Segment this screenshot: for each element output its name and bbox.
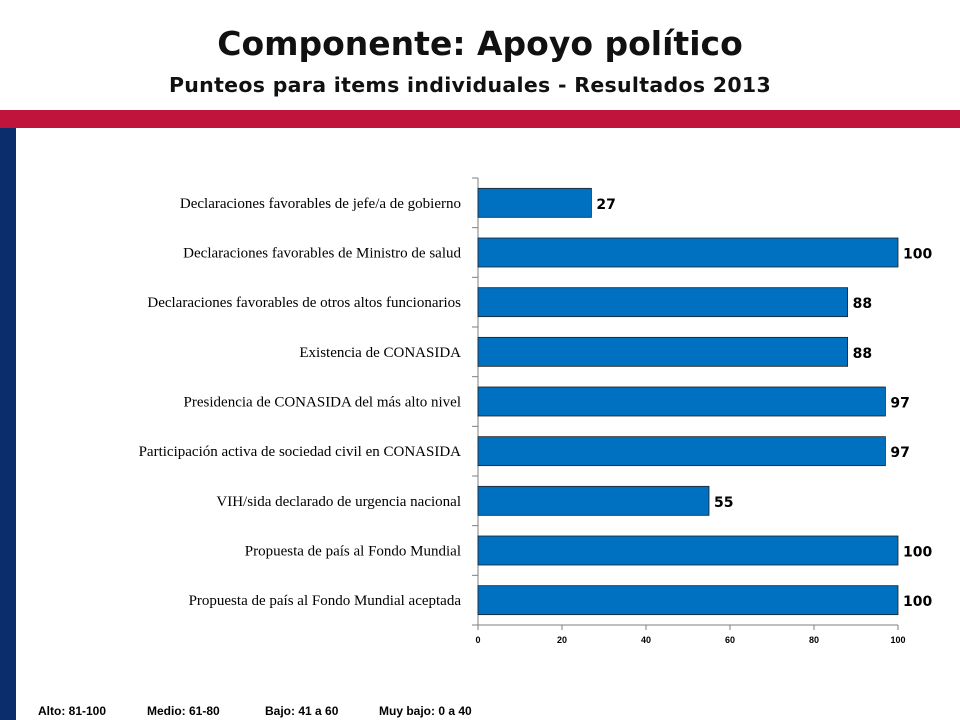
bar	[477, 287, 849, 318]
scale-high: Alto: 81-100	[38, 704, 107, 718]
accent-bar-navy	[0, 128, 16, 720]
data-label: 88	[853, 296, 872, 312]
data-label: 97	[890, 396, 909, 412]
x-tick-label: 60	[725, 635, 735, 645]
category-label: Declaraciones favorables de otros altos …	[147, 295, 461, 311]
bar	[477, 485, 710, 516]
scale-low: Bajo: 41 a 60	[265, 704, 339, 718]
category-label: Declaraciones favorables de jefe/a de go…	[180, 196, 461, 212]
data-label: 100	[903, 594, 932, 610]
category-label: Declaraciones favorables de Ministro de …	[183, 246, 461, 262]
x-tick-label: 100	[890, 635, 905, 645]
x-tick-label: 20	[557, 635, 567, 645]
category-label: Existencia de CONASIDA	[299, 345, 461, 361]
bar	[477, 187, 592, 218]
scale-very-low: Muy bajo: 0 a 40	[379, 704, 472, 718]
category-label: Presidencia de CONASIDA del más alto niv…	[184, 395, 461, 411]
data-label: 27	[596, 197, 615, 213]
category-label: Propuesta de país al Fondo Mundial	[245, 544, 461, 560]
bar	[477, 237, 899, 268]
bar	[477, 436, 886, 467]
page-subtitle: Punteos para items individuales - Result…	[168, 73, 772, 97]
bar	[477, 535, 899, 566]
accent-bar-red	[0, 110, 960, 128]
category-label: VIH/sida declarado de urgencia nacional	[216, 494, 461, 510]
data-label: 55	[714, 495, 733, 511]
bar	[477, 386, 886, 417]
category-label: Participación activa de sociedad civil e…	[139, 444, 462, 460]
data-label: 100	[903, 247, 932, 263]
x-tick-label: 0	[475, 635, 480, 645]
data-label: 97	[890, 445, 909, 461]
page-title: Componente: Apoyo político	[217, 24, 743, 63]
bar	[477, 336, 849, 367]
bar	[477, 585, 899, 616]
data-label: 100	[903, 545, 932, 561]
scale-medium: Medio: 61-80	[147, 704, 220, 718]
x-tick-label: 40	[641, 635, 651, 645]
x-tick-label: 80	[809, 635, 819, 645]
data-label: 88	[853, 346, 872, 362]
category-label: Propuesta de país al Fondo Mundial acept…	[189, 593, 462, 609]
